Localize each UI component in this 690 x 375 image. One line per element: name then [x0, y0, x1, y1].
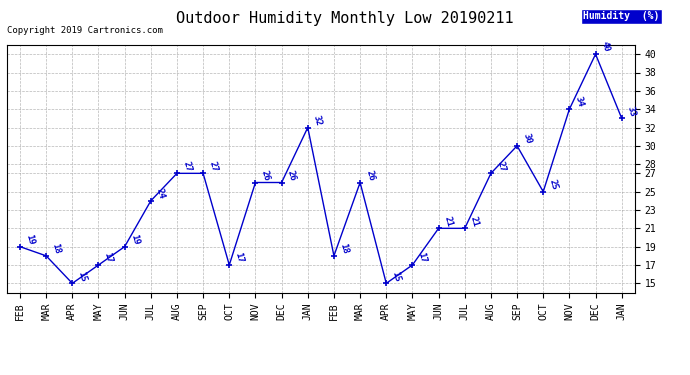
- Text: 32: 32: [312, 114, 324, 127]
- Text: 17: 17: [103, 252, 114, 264]
- Text: 15: 15: [77, 270, 88, 282]
- Text: 17: 17: [417, 252, 428, 264]
- Text: 27: 27: [181, 160, 193, 172]
- Text: 26: 26: [259, 169, 271, 182]
- Text: 25: 25: [547, 178, 559, 191]
- Text: 30: 30: [521, 132, 533, 145]
- Text: 26: 26: [364, 169, 376, 182]
- Text: 27: 27: [495, 160, 506, 172]
- Text: 18: 18: [338, 242, 350, 255]
- Text: 18: 18: [50, 242, 62, 255]
- Text: Outdoor Humidity Monthly Low 20190211: Outdoor Humidity Monthly Low 20190211: [176, 11, 514, 26]
- Text: 21: 21: [469, 215, 480, 228]
- Text: 19: 19: [129, 233, 140, 246]
- Text: Humidity  (%): Humidity (%): [583, 11, 660, 21]
- Text: 21: 21: [443, 215, 454, 228]
- Text: 17: 17: [233, 252, 245, 264]
- Text: Copyright 2019 Cartronics.com: Copyright 2019 Cartronics.com: [7, 26, 163, 35]
- Text: 24: 24: [155, 188, 166, 200]
- Text: 27: 27: [207, 160, 219, 172]
- Text: 26: 26: [286, 169, 297, 182]
- Text: 40: 40: [600, 40, 611, 53]
- Text: 34: 34: [573, 96, 585, 108]
- Text: 33: 33: [626, 105, 638, 117]
- Text: 19: 19: [24, 233, 36, 246]
- Text: 15: 15: [391, 270, 402, 282]
